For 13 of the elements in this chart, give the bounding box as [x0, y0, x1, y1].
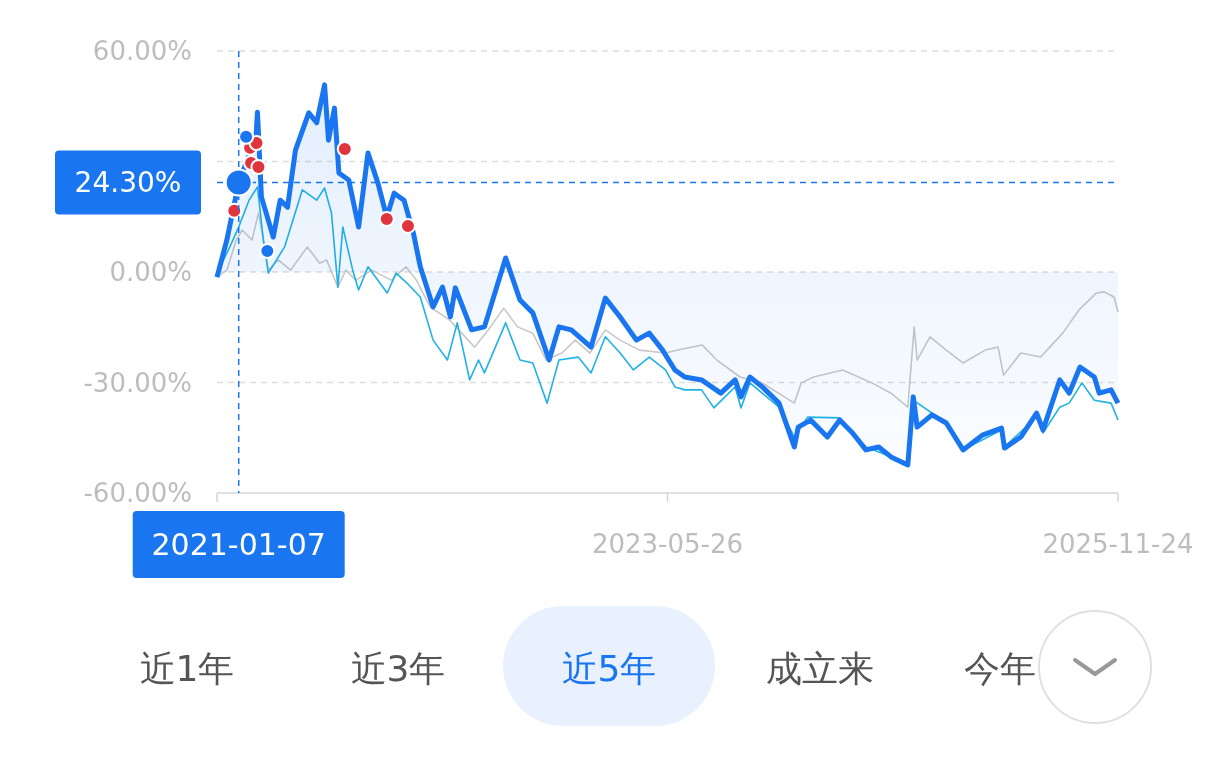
y-tick-label: -60.00% — [83, 478, 192, 508]
x-tick-label: 2023-05-26 — [591, 529, 744, 559]
text: 近5年 — [561, 648, 657, 689]
y-tick-label: -30.00% — [83, 367, 192, 398]
ref-line-label: 2021-01-07 — [151, 527, 326, 562]
y-tick-label: 0.00% — [109, 257, 192, 287]
y-tick-label: 60.00% — [92, 36, 192, 66]
text: 近3年 — [350, 648, 446, 689]
ref-line-label: 24.30% — [74, 166, 182, 200]
text: 近1年 — [139, 648, 235, 689]
text: 成立来 — [766, 648, 874, 689]
x-tick-label: 2025-11-24 — [1042, 529, 1194, 559]
text: 今年 — [964, 648, 1036, 689]
